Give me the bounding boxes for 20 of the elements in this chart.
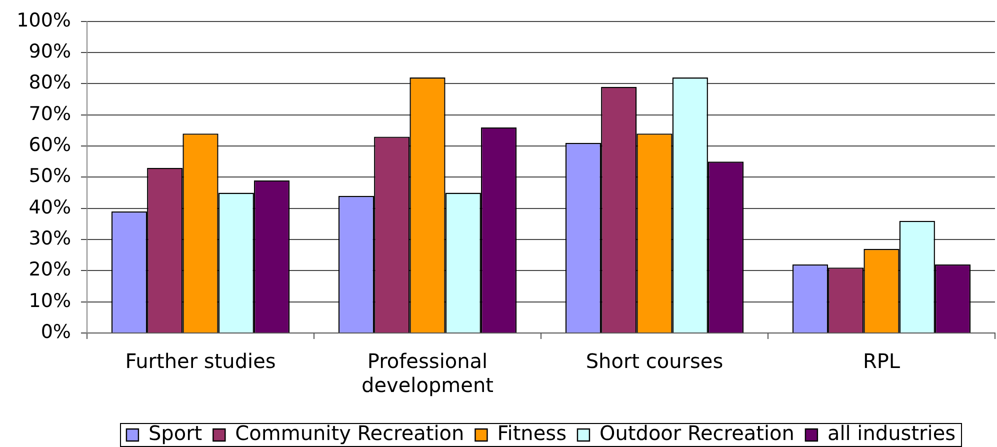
x-tick-label: Short courses [586, 349, 724, 374]
legend-label: Sport [148, 421, 202, 446]
x-tick-label: Professional development [362, 349, 494, 398]
y-tick-label: 80% [28, 72, 71, 94]
y-tick-label: 20% [28, 258, 71, 281]
y-tick-label: 50% [28, 165, 71, 188]
y-tick-label: 30% [28, 227, 71, 250]
y-tick-label: 40% [28, 196, 71, 218]
legend-label: Fitness [497, 421, 566, 446]
y-tick-label: 70% [28, 102, 71, 125]
legend-label: Outdoor Recreation [599, 421, 794, 446]
y-tick-label: 100% [16, 9, 71, 32]
y-tick-label: 60% [28, 134, 71, 156]
legend-label: all industries [827, 421, 956, 446]
x-tick-label: Further studies [125, 349, 276, 374]
y-tick-label: 10% [28, 290, 71, 312]
x-tick-label: RPL [862, 349, 901, 374]
y-tick-label: 90% [28, 40, 71, 62]
y-tick-label: 0% [40, 320, 71, 343]
legend-label: Community Recreation [235, 421, 464, 446]
